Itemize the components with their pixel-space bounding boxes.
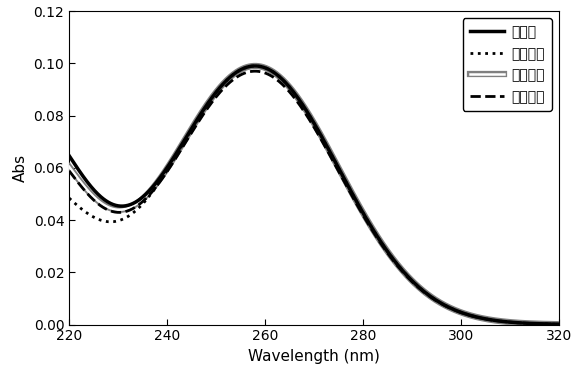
小鼠肝脏 — [355, 203, 362, 207]
小鼠脑 — [288, 87, 295, 92]
小鼠肝脏 — [252, 64, 259, 68]
小鼠肝脏 — [66, 196, 73, 200]
小鼠腎脏 — [555, 322, 562, 326]
小鼠脑 — [435, 300, 442, 304]
小鼠脑 — [66, 153, 73, 158]
小鼠精巢 — [152, 185, 159, 189]
小鼠肝脏 — [393, 261, 400, 266]
小鼠脑 — [152, 181, 159, 185]
小鼠腎脏 — [355, 203, 362, 207]
小鼠精巢 — [66, 169, 73, 173]
Line: 小鼠脑: 小鼠脑 — [69, 66, 559, 324]
小鼠脑 — [251, 64, 258, 68]
小鼠精巢 — [355, 205, 362, 210]
小鼠腎脏 — [393, 261, 400, 266]
Line: 小鼠肝脏: 小鼠肝脏 — [69, 66, 559, 324]
小鼠精巢 — [393, 263, 400, 267]
小鼠脑 — [555, 322, 562, 326]
Line: 小鼠腎脏: 小鼠腎脏 — [69, 66, 559, 324]
小鼠腎脏 — [288, 87, 295, 92]
小鼠腎脏 — [152, 182, 159, 186]
小鼠脑 — [355, 203, 362, 207]
Legend: 小鼠脑, 小鼠肝脏, 小鼠腎脏, 小鼠精巢: 小鼠脑, 小鼠肝脏, 小鼠腎脏, 小鼠精巢 — [463, 18, 552, 111]
X-axis label: Wavelength (nm): Wavelength (nm) — [248, 349, 380, 364]
小鼠肝脏 — [152, 185, 159, 190]
小鼠精巢 — [555, 322, 562, 326]
小鼠脑 — [393, 261, 400, 266]
小鼠腎脏 — [435, 300, 442, 304]
小鼠肝脏 — [192, 122, 199, 126]
小鼠精巢 — [192, 125, 199, 129]
小鼠精巢 — [251, 69, 258, 73]
小鼠脑 — [192, 121, 199, 125]
小鼠肝脏 — [288, 87, 295, 92]
小鼠精巢 — [288, 92, 295, 97]
小鼠肝脏 — [555, 322, 562, 326]
小鼠腎脏 — [251, 64, 258, 68]
小鼠精巢 — [435, 300, 442, 304]
Line: 小鼠精巢: 小鼠精巢 — [69, 71, 559, 324]
Y-axis label: Abs: Abs — [13, 154, 28, 182]
小鼠腎脏 — [66, 164, 73, 169]
小鼠腎脏 — [192, 121, 199, 125]
小鼠肝脏 — [435, 300, 442, 304]
